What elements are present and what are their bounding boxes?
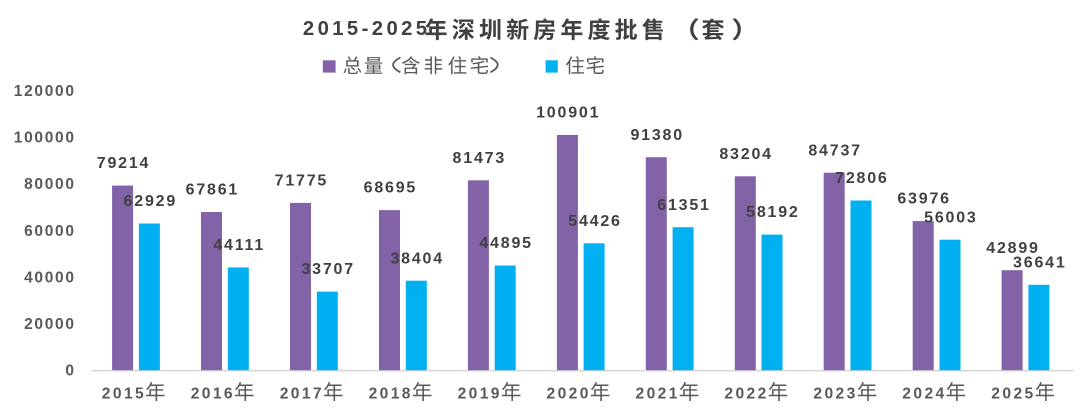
svg-text:2019: 2019	[458, 386, 502, 403]
svg-text:44111: 44111	[213, 237, 265, 254]
svg-text:33707: 33707	[301, 261, 355, 278]
svg-text:2025: 2025	[991, 386, 1035, 403]
svg-text:79214: 79214	[97, 155, 151, 172]
svg-text:54426: 54426	[568, 213, 622, 230]
svg-text:72806: 72806	[835, 170, 889, 187]
svg-text:2016: 2016	[191, 386, 235, 403]
svg-text:84737: 84737	[808, 142, 862, 159]
svg-text:58192: 58192	[746, 204, 800, 221]
svg-text:2015: 2015	[102, 386, 146, 403]
svg-text:44895: 44895	[479, 235, 533, 252]
svg-text:36641: 36641	[1013, 254, 1067, 271]
svg-text:100000: 100000	[14, 130, 76, 147]
svg-text:67861: 67861	[186, 182, 240, 199]
svg-text:56003: 56003	[924, 209, 978, 226]
svg-text:62929: 62929	[124, 193, 178, 210]
svg-text:2020: 2020	[547, 386, 591, 403]
svg-text:2015-2025: 2015-2025	[303, 18, 431, 40]
svg-text:2021: 2021	[636, 386, 680, 403]
svg-text:91380: 91380	[630, 127, 684, 144]
svg-text:20000: 20000	[24, 316, 76, 333]
svg-text:2017: 2017	[280, 386, 324, 403]
svg-text:2024: 2024	[902, 386, 946, 403]
svg-text:83204: 83204	[719, 146, 773, 163]
svg-text:63976: 63976	[897, 191, 951, 208]
svg-text:120000: 120000	[14, 83, 76, 100]
svg-text:42899: 42899	[986, 240, 1040, 257]
svg-text:100901: 100901	[536, 105, 600, 122]
svg-text:60000: 60000	[24, 223, 76, 240]
svg-text:2022: 2022	[724, 386, 768, 403]
svg-text:40000: 40000	[24, 270, 76, 287]
svg-text:80000: 80000	[24, 176, 76, 193]
svg-text:61351: 61351	[657, 197, 711, 214]
svg-text:68695: 68695	[364, 180, 418, 197]
svg-text:2023: 2023	[813, 386, 857, 403]
svg-text:81473: 81473	[453, 150, 507, 167]
svg-text:0: 0	[65, 363, 75, 380]
svg-text:71775: 71775	[275, 173, 329, 190]
svg-text:2018: 2018	[369, 386, 413, 403]
svg-text:38404: 38404	[390, 250, 444, 267]
